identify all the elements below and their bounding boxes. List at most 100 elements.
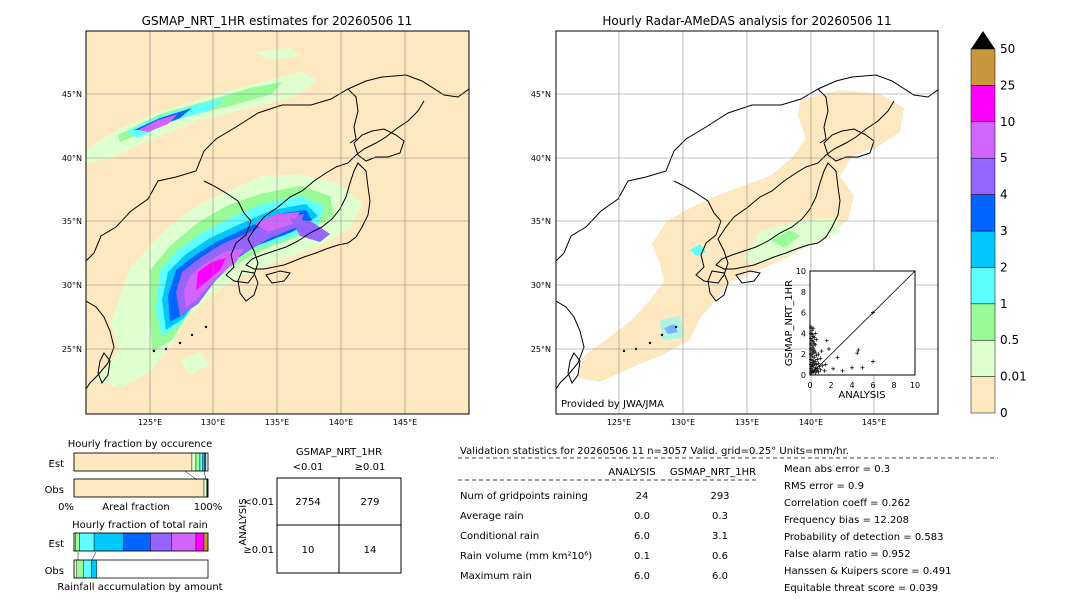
lon-label: 125°E bbox=[607, 418, 631, 427]
score-line: Hanssen & Kuipers score = 0.491 bbox=[784, 566, 951, 577]
table-cell: 14 bbox=[364, 545, 377, 556]
col-header-lt: <0.01 bbox=[293, 462, 324, 473]
table-cell: 2754 bbox=[295, 497, 320, 508]
fraction-bar-frame bbox=[73, 532, 209, 552]
scatter-point bbox=[812, 348, 817, 353]
scatter-point bbox=[819, 349, 824, 354]
stats-value: 6.0 bbox=[634, 531, 650, 542]
scatter-y-tick: 4 bbox=[801, 329, 806, 338]
scatter-y-label: GSMAP_NRT_1HR bbox=[784, 280, 795, 366]
scatter-point bbox=[815, 366, 820, 371]
data-credit: Provided by JWA/JMA bbox=[561, 399, 664, 410]
fraction-segment bbox=[91, 559, 97, 579]
table-title: GSMAP_NRT_1HR bbox=[296, 447, 382, 458]
fraction-segment bbox=[73, 559, 77, 579]
table-cell: 279 bbox=[360, 497, 379, 508]
colorbar-segment bbox=[970, 85, 996, 123]
obs-row-label: Obs bbox=[45, 485, 64, 496]
colorbar-label: 1 bbox=[1000, 297, 1008, 311]
fraction-segment bbox=[191, 452, 197, 472]
scatter-point bbox=[856, 348, 861, 353]
scatter-point bbox=[810, 360, 815, 365]
left-map-lon-labels: 125°E 130°E 135°E 140°E 145°E bbox=[138, 418, 417, 427]
colorbar-segment bbox=[970, 157, 996, 195]
stats-value: 0.1 bbox=[634, 551, 650, 562]
row-header-lt: <0.01 bbox=[243, 497, 274, 508]
scatter-y-tick: 10 bbox=[796, 267, 806, 276]
stats-value: 293 bbox=[710, 491, 729, 502]
occurrence-chart-title: Hourly fraction by occurence bbox=[68, 439, 212, 450]
fraction-bar-frame bbox=[73, 452, 209, 472]
stats-row-label: Maximum rain bbox=[460, 571, 532, 582]
stats-header: Validation statistics for 20260506 11 n=… bbox=[460, 446, 849, 457]
fraction-segment bbox=[171, 532, 197, 552]
scatter-x-label: ANALYSIS bbox=[838, 390, 885, 401]
stats-col-gsmap: GSMAP_NRT_1HR bbox=[670, 467, 756, 478]
stats-value: 0.0 bbox=[634, 511, 650, 522]
stats-col-analysis: ANALYSIS bbox=[608, 467, 655, 478]
colorbar-label: 5 bbox=[1000, 151, 1008, 165]
scatter-point bbox=[813, 331, 818, 336]
scatter-point bbox=[814, 353, 819, 358]
colorbar-segment bbox=[970, 339, 996, 377]
score-line: Correlation coeff = 0.262 bbox=[784, 498, 910, 509]
stats-value: 24 bbox=[636, 491, 649, 502]
left-map-grid bbox=[86, 31, 469, 414]
scatter-point bbox=[809, 362, 814, 367]
scatter-point bbox=[811, 351, 816, 356]
one-to-one-line bbox=[809, 270, 916, 376]
fraction-segment bbox=[195, 452, 201, 472]
est-row-label: Est bbox=[49, 459, 65, 470]
lat-label: 30°N bbox=[62, 281, 82, 290]
row-header-ge: ≥0.01 bbox=[243, 545, 274, 556]
scatter-point bbox=[809, 370, 814, 375]
colorbar-segment bbox=[970, 230, 996, 268]
score-line: Equitable threat score = 0.039 bbox=[784, 583, 938, 594]
colorbar-labels: 0 0.01 0.5 1 2 3 4 5 10 25 50 bbox=[1000, 42, 1027, 420]
occurrence-fraction-chart: Hourly fraction by occurence Est Obs 0% … bbox=[45, 439, 223, 513]
scatter-points bbox=[809, 310, 875, 375]
scatter-point bbox=[850, 365, 854, 370]
colorbar-label: 0.5 bbox=[1000, 333, 1019, 347]
scatter-point bbox=[812, 335, 817, 340]
scatter-point bbox=[812, 355, 817, 360]
lat-label: 35°N bbox=[531, 217, 551, 226]
scatter-point bbox=[813, 370, 818, 375]
lat-label: 25°N bbox=[531, 345, 551, 354]
scatter-x-ticks: 0 2 4 6 8 10 bbox=[807, 381, 920, 390]
stats-value: 6.0 bbox=[634, 571, 650, 582]
fraction-segment bbox=[83, 559, 92, 579]
colorbar-label: 0.01 bbox=[1000, 370, 1027, 384]
right-map-lat-labels: 45°N 40°N 35°N 30°N 25°N bbox=[531, 90, 551, 354]
left-map-title: GSMAP_NRT_1HR estimates for 20260506 11 bbox=[142, 14, 413, 28]
lon-label: 135°E bbox=[735, 418, 759, 427]
scatter-point bbox=[818, 356, 823, 361]
lat-label: 45°N bbox=[531, 90, 551, 99]
scatter-point bbox=[813, 359, 818, 364]
colorbar-label: 2 bbox=[1000, 260, 1008, 274]
scatter-point bbox=[823, 362, 828, 367]
validation-stats: Validation statistics for 20260506 11 n=… bbox=[458, 446, 998, 594]
stats-value: 6.0 bbox=[712, 571, 728, 582]
lon-label: 140°E bbox=[799, 418, 823, 427]
stats-row-label: Num of gridpoints raining bbox=[460, 491, 588, 502]
col-header-ge: ≥0.01 bbox=[355, 462, 386, 473]
scatter-point bbox=[815, 357, 820, 362]
score-line: Frequency bias = 12.208 bbox=[784, 515, 909, 526]
scatter-point bbox=[820, 363, 825, 368]
obs-row-label: Obs bbox=[45, 566, 64, 577]
scatter-point bbox=[822, 368, 827, 373]
fraction-bar-frame bbox=[73, 559, 209, 579]
x-tick-0pct: 0% bbox=[58, 502, 74, 513]
scatter-point bbox=[814, 368, 819, 373]
scatter-x-tick: 0 bbox=[807, 381, 812, 390]
scatter-point bbox=[816, 369, 821, 374]
scatter-point bbox=[814, 337, 819, 342]
colorbar-label: 4 bbox=[1000, 188, 1008, 202]
fraction-segment bbox=[203, 478, 207, 498]
scatter-point bbox=[810, 349, 815, 354]
rain-bars bbox=[73, 532, 209, 579]
scatter-x-tick: 8 bbox=[891, 381, 896, 390]
fraction-segment bbox=[202, 452, 205, 472]
rain-fraction-chart: Hourly fraction of total rain Est Obs Ra… bbox=[45, 520, 223, 593]
